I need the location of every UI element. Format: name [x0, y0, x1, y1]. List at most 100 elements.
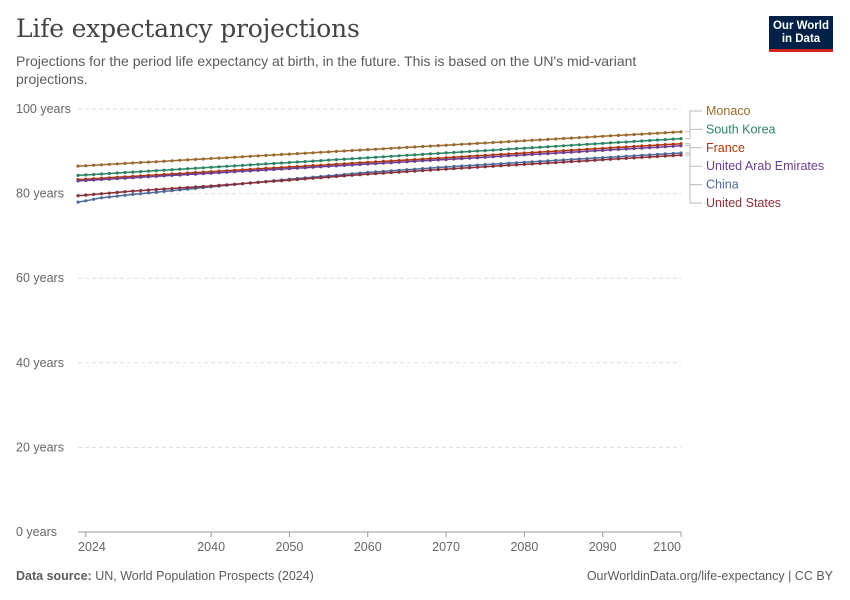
- data-point: [601, 156, 605, 160]
- data-point: [514, 153, 519, 157]
- data-point: [468, 166, 472, 170]
- data-point: [585, 159, 589, 163]
- data-point: [162, 168, 166, 172]
- data-point: [413, 169, 417, 173]
- data-point: [468, 156, 472, 160]
- series-united-arab-emirates[interactable]: [76, 144, 683, 183]
- data-point: [256, 168, 260, 172]
- data-point: [593, 135, 597, 139]
- data-point: [76, 173, 80, 177]
- data-point: [193, 185, 198, 189]
- x-tick-label: 2100: [653, 540, 681, 554]
- data-point: [319, 150, 323, 154]
- data-point: [514, 139, 519, 143]
- series-united-states[interactable]: [76, 153, 683, 198]
- data-point: [601, 134, 605, 138]
- data-point: [248, 169, 252, 173]
- series-label[interactable]: South Korea: [706, 122, 776, 136]
- series-china[interactable]: [76, 151, 683, 204]
- data-point: [264, 180, 268, 184]
- data-point: [201, 172, 205, 176]
- data-point: [350, 157, 354, 161]
- data-point: [99, 196, 104, 200]
- series-monaco[interactable]: [76, 130, 683, 168]
- data-point: [146, 175, 151, 179]
- data-point: [475, 165, 479, 169]
- data-point: [209, 171, 213, 175]
- data-source: Data source: UN, World Population Prospe…: [16, 569, 314, 583]
- series-label[interactable]: United States: [706, 196, 781, 210]
- data-point: [139, 189, 143, 193]
- chart-subtitle: Projections for the period life expectan…: [16, 53, 637, 87]
- data-point: [84, 178, 88, 183]
- data-point: [272, 179, 276, 183]
- owid-logo[interactable]: Our World in Data: [769, 16, 833, 52]
- series-label[interactable]: France: [706, 141, 745, 155]
- data-point: [679, 144, 683, 148]
- data-point: [530, 138, 534, 142]
- data-point: [530, 146, 534, 150]
- data-point: [640, 155, 644, 159]
- data-point: [115, 171, 119, 175]
- data-point: [663, 154, 667, 158]
- source-link[interactable]: OurWorldinData.org/life-expectancy | CC …: [586, 569, 833, 583]
- data-point: [139, 160, 143, 165]
- data-point: [632, 139, 636, 144]
- data-point: [76, 164, 80, 168]
- data-point: [538, 138, 542, 142]
- data-point: [186, 185, 190, 190]
- data-point: [468, 149, 472, 154]
- data-point: [131, 161, 135, 165]
- data-point: [84, 173, 88, 177]
- x-tick-label: 2090: [589, 540, 617, 554]
- series-label[interactable]: China: [706, 178, 739, 192]
- data-point: [381, 155, 385, 159]
- data-point: [92, 178, 96, 182]
- data-source-text: UN, World Population Prospects (2024): [95, 569, 314, 583]
- data-point: [280, 161, 284, 165]
- data-point: [272, 161, 276, 166]
- data-point: [303, 166, 307, 170]
- data-point: [225, 170, 229, 174]
- series-france[interactable]: [76, 142, 683, 182]
- data-point: [389, 171, 393, 175]
- x-tick-label: 2060: [354, 540, 382, 554]
- data-point: [358, 156, 362, 160]
- series-labels: Monaco South Korea France United Arab Emira…: [685, 104, 824, 210]
- data-point: [663, 138, 667, 142]
- data-point: [514, 163, 519, 167]
- data-point: [679, 137, 683, 141]
- data-point: [483, 141, 487, 145]
- data-point: [233, 155, 237, 159]
- data-point: [264, 162, 268, 166]
- data-point: [585, 142, 589, 146]
- data-point: [499, 140, 503, 144]
- data-point: [107, 191, 111, 195]
- series-south-korea[interactable]: [76, 137, 683, 177]
- data-point: [366, 148, 370, 152]
- data-point: [475, 156, 479, 160]
- data-point: [569, 143, 574, 147]
- data-point: [334, 158, 338, 162]
- data-point: [264, 168, 268, 172]
- data-point: [648, 132, 652, 136]
- data-point: [554, 161, 558, 165]
- data-point: [655, 154, 660, 159]
- data-point: [671, 130, 675, 134]
- data-point: [240, 182, 245, 186]
- data-point: [162, 189, 166, 193]
- data-point: [374, 162, 378, 166]
- data-point: [287, 160, 291, 165]
- data-point: [225, 164, 229, 168]
- series-label[interactable]: Monaco: [706, 104, 751, 118]
- data-point: [225, 183, 229, 187]
- data-point: [530, 162, 534, 166]
- data-point: [530, 152, 534, 157]
- series-label[interactable]: United Arab Emirates: [706, 159, 824, 173]
- data-point: [107, 195, 111, 199]
- data-point: [460, 157, 464, 161]
- data-point: [311, 165, 315, 169]
- grid-lines: [78, 108, 681, 448]
- data-point: [601, 141, 605, 145]
- data-point: [554, 158, 558, 162]
